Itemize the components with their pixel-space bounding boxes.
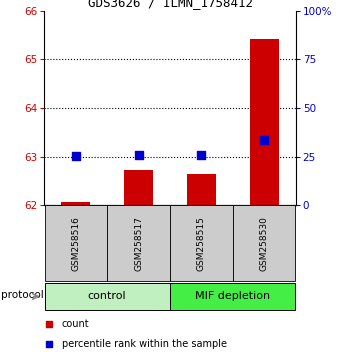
Title: GDS3626 / ILMN_1758412: GDS3626 / ILMN_1758412 — [87, 0, 253, 10]
Point — [73, 153, 78, 159]
Point — [47, 341, 52, 347]
Bar — [250, 39, 278, 205]
Text: control: control — [88, 291, 126, 302]
Text: GSM258515: GSM258515 — [197, 216, 206, 271]
Text: GSM258517: GSM258517 — [134, 216, 143, 271]
Bar — [45, 205, 107, 281]
Bar — [170, 283, 295, 310]
Text: protocol: protocol — [1, 290, 44, 300]
Text: percentile rank within the sample: percentile rank within the sample — [62, 339, 227, 349]
Text: GSM258516: GSM258516 — [71, 216, 80, 271]
Bar — [124, 170, 153, 205]
Text: count: count — [62, 319, 89, 329]
Point — [199, 152, 204, 158]
Bar — [45, 283, 170, 310]
Text: GSM258530: GSM258530 — [260, 216, 269, 271]
Bar — [233, 205, 295, 281]
Bar — [170, 205, 233, 281]
Bar — [62, 202, 90, 205]
Bar — [187, 174, 216, 205]
Point — [262, 137, 267, 143]
Text: MIF depletion: MIF depletion — [195, 291, 270, 302]
Point — [136, 152, 141, 158]
Bar — [107, 205, 170, 281]
Point — [47, 321, 52, 326]
